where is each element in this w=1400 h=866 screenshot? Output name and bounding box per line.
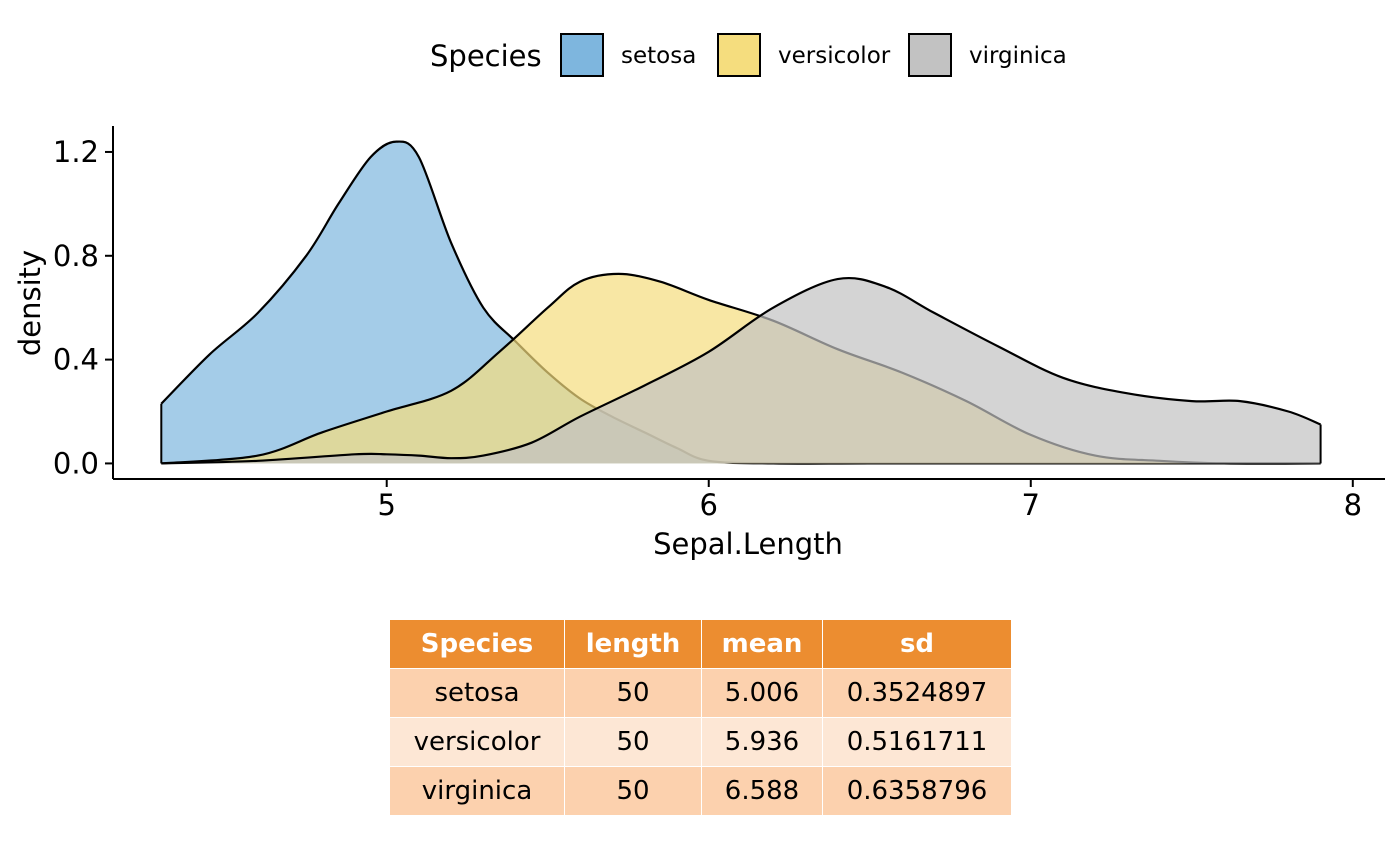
cell-species: setosa — [389, 668, 565, 718]
legend-title: Species — [430, 39, 542, 73]
cell-mean: 5.006 — [701, 668, 823, 718]
header-length: length — [564, 619, 702, 669]
y-tick-label: 1.2 — [53, 135, 99, 169]
legend-label-virginica: virginica — [969, 43, 1067, 69]
legend-label-versicolor: versicolor — [778, 43, 891, 69]
summary-table: Species length mean sd setosa 50 5.006 0… — [389, 619, 1012, 816]
legend: Species setosa versicolor virginica — [430, 33, 1067, 77]
axes: 0.0 0.4 0.8 1.2 5 6 7 8 — [53, 126, 1385, 522]
table-row: setosa 50 5.006 0.3524897 — [389, 668, 1012, 718]
y-tick-label: 0.8 — [53, 239, 99, 273]
table-row: virginica 50 6.588 0.6358796 — [389, 766, 1012, 816]
x-tick-label: 8 — [1344, 488, 1362, 522]
x-axis-label: Sepal.Length — [653, 527, 843, 561]
cell-mean: 6.588 — [701, 766, 823, 816]
density-area-setosa — [161, 141, 1321, 464]
cell-length: 50 — [564, 766, 702, 816]
legend-key-virginica — [908, 33, 952, 77]
cell-species: virginica — [389, 766, 565, 816]
header-sd: sd — [822, 619, 1012, 669]
header-mean: mean — [701, 619, 823, 669]
y-tick-label: 0.4 — [53, 343, 99, 377]
y-tick-label: 0.0 — [53, 446, 99, 480]
density-areas — [160, 140, 1322, 465]
cell-sd: 0.5161711 — [822, 717, 1012, 767]
legend-key-setosa — [560, 33, 604, 77]
cell-length: 50 — [564, 717, 702, 767]
x-tick-label: 7 — [1022, 488, 1040, 522]
density-area-virginica — [161, 278, 1321, 464]
legend-key-versicolor — [717, 33, 761, 77]
header-species: Species — [389, 619, 565, 669]
x-tick-label: 5 — [377, 488, 395, 522]
table-row: versicolor 50 5.936 0.5161711 — [389, 717, 1012, 767]
cell-mean: 5.936 — [701, 717, 823, 767]
cell-sd: 0.3524897 — [822, 668, 1012, 718]
legend-label-setosa: setosa — [621, 43, 696, 69]
cell-sd: 0.6358796 — [822, 766, 1012, 816]
density-chart: Species setosa versicolor virginica 0.0 0.4… — [13, 33, 1385, 561]
cell-species: versicolor — [389, 717, 565, 767]
cell-length: 50 — [564, 668, 702, 718]
y-axis-label: density — [13, 250, 47, 356]
x-tick-label: 6 — [700, 488, 718, 522]
density-line-virginica — [161, 276, 1322, 465]
table-header-row: Species length mean sd — [389, 619, 1012, 669]
